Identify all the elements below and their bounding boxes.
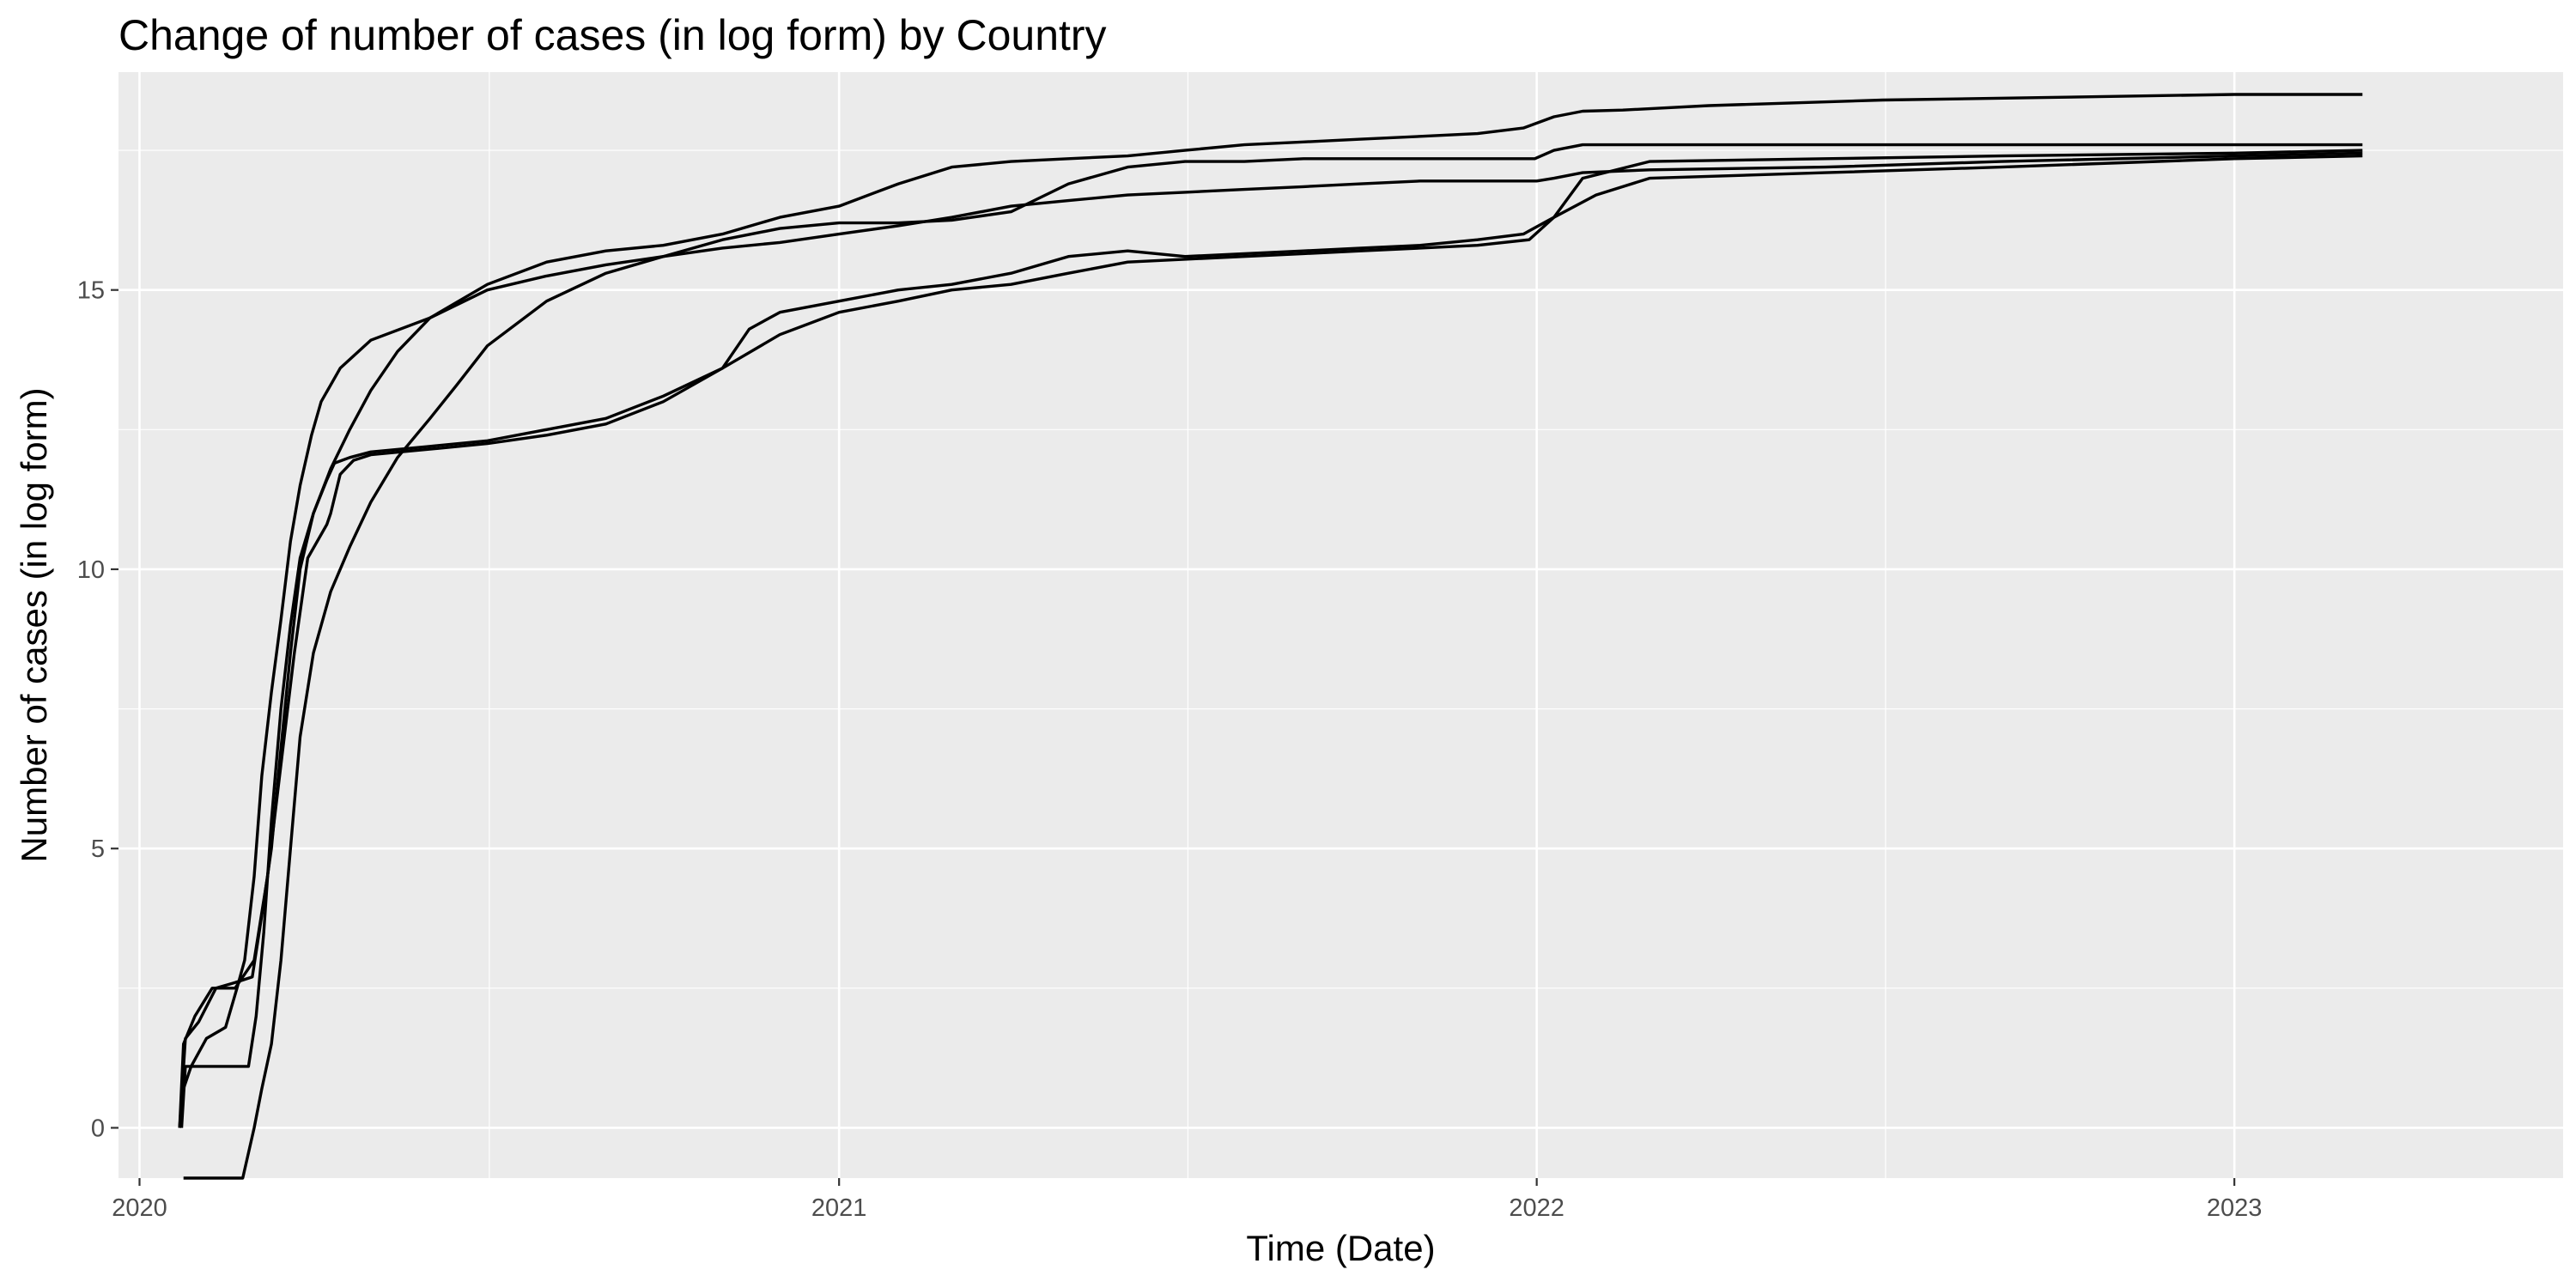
y-axis-title: Number of cases (in log form): [14, 387, 54, 862]
y-tick-label: 0: [91, 1115, 105, 1142]
grid-major: [118, 72, 2563, 1178]
grid-minor: [118, 72, 2563, 1178]
series-line-3: [178, 154, 2363, 1128]
x-tick-label: 2020: [112, 1194, 167, 1222]
x-tick-label: 2023: [2207, 1194, 2263, 1222]
series-line-4: [179, 151, 2363, 1128]
x-tick-label: 2022: [1509, 1194, 1564, 1222]
y-tick-label: 10: [77, 556, 105, 584]
y-tick-label: 15: [77, 277, 105, 305]
x-axis-title: Time (Date): [1246, 1228, 1435, 1268]
series-line-5: [183, 143, 2363, 1180]
plot-panel: [118, 72, 2563, 1178]
series-line-1: [178, 93, 2363, 1128]
y-tick-label: 5: [91, 835, 105, 863]
y-axis: 0 5 10 15: [77, 277, 118, 1142]
chart-title: Change of number of cases (in log form) …: [118, 11, 1107, 59]
x-tick-label: 2021: [811, 1194, 867, 1222]
series-group: [178, 93, 2363, 1180]
x-axis: 2020 2021 2022 2023: [112, 1178, 2262, 1222]
